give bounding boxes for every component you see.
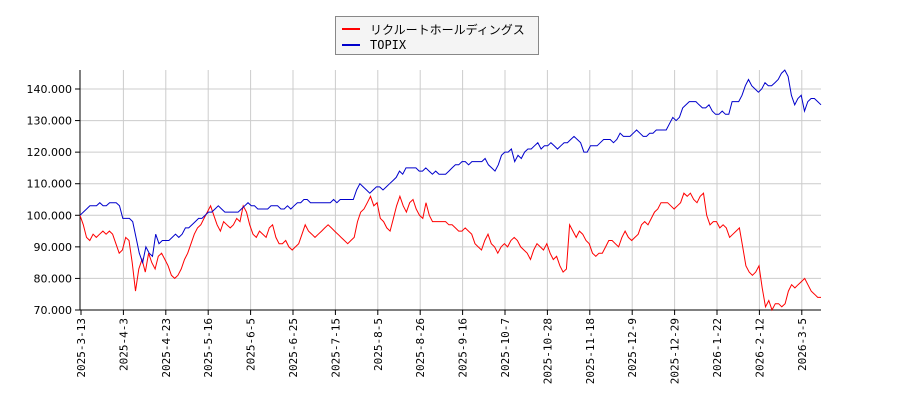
x-tick-label: 2025-10-28: [541, 318, 554, 384]
x-tick-label: 2025-6-5: [245, 318, 258, 371]
y-tick-label: 70.000: [34, 304, 73, 317]
x-tick-label: 2025-11-18: [584, 318, 597, 384]
y-tick-label: 90.000: [34, 241, 73, 254]
x-tick-label: 2025-3-13: [75, 318, 88, 378]
x-tick-label: 2025-5-16: [202, 318, 215, 378]
x-tick-label: 2025-6-25: [287, 318, 300, 378]
axes: [79, 70, 821, 311]
x-tick-label: 2025-4-3: [117, 318, 130, 371]
legend-item-topix: TOPIX: [342, 37, 406, 53]
legend: リクルートホールディングス TOPIX: [335, 16, 539, 55]
series-lines: [79, 69, 822, 312]
y-axis-ticks: 70.000 80.000 90.000 100.000 110.000 120.000 1…: [27, 83, 80, 317]
legend-label-recruit: リクルートホールディングス: [370, 22, 525, 37]
legend-swatch-topix: [342, 44, 360, 46]
y-tick-label: 100.000: [27, 209, 73, 222]
series-line-topix: [79, 69, 822, 265]
x-tick-label: 2025-12-9: [626, 318, 639, 378]
series-line-recruit: [79, 192, 821, 312]
y-tick-label: 120.000: [27, 146, 73, 159]
x-tick-label: 2026-2-12: [753, 318, 766, 378]
x-tick-label: 2025-12-29: [669, 318, 682, 384]
x-axis-ticks: 2025-3-13 2025-4-3 2025-4-23 2025-5-16 2025-…: [75, 310, 809, 384]
y-tick-label: 130.000: [27, 115, 73, 128]
x-tick-label: 2025-7-15: [329, 318, 342, 378]
legend-label-topix: TOPIX: [370, 38, 407, 52]
x-tick-label: 2025-9-16: [457, 318, 470, 378]
y-tick-label: 110.000: [27, 178, 73, 191]
x-tick-label: 2025-10-7: [499, 318, 512, 378]
x-tick-label: 2025-8-5: [372, 318, 385, 371]
legend-item-recruit: リクルートホールディングス: [342, 21, 525, 37]
y-tick-label: 80.000: [34, 272, 73, 285]
legend-swatch-recruit: [342, 28, 360, 30]
x-tick-label: 2026-1-22: [711, 318, 724, 378]
x-tick-label: 2025-8-26: [414, 318, 427, 378]
x-tick-label: 2026-3-5: [796, 318, 809, 371]
y-tick-label: 140.000: [27, 83, 73, 96]
x-tick-label: 2025-4-23: [160, 318, 173, 378]
